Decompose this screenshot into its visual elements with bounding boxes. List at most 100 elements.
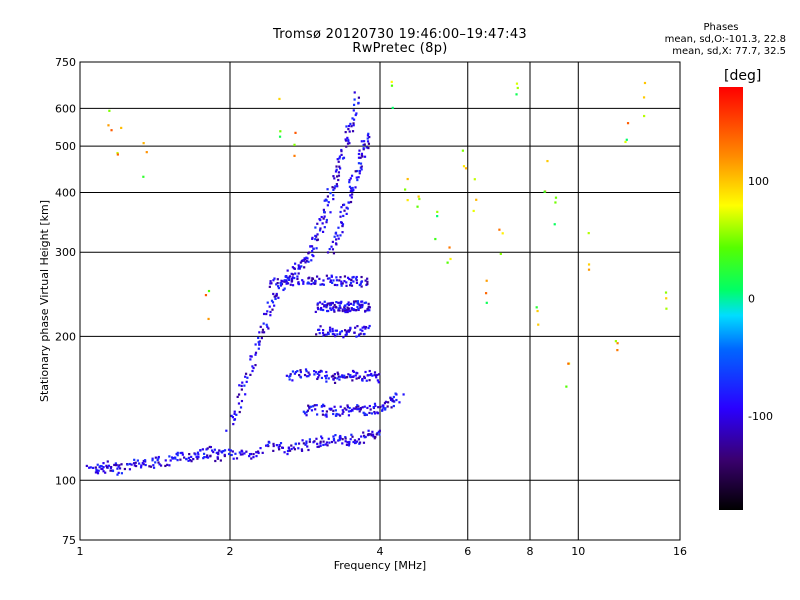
echo-point bbox=[340, 206, 343, 209]
echo-point bbox=[354, 326, 357, 329]
echo-point bbox=[434, 237, 437, 241]
echo-point bbox=[370, 433, 373, 436]
echo-point bbox=[339, 331, 342, 334]
echo-point bbox=[501, 232, 504, 235]
echo-point bbox=[355, 335, 358, 338]
echo-point bbox=[116, 473, 119, 476]
echo-point bbox=[322, 440, 325, 443]
echo-point bbox=[133, 464, 136, 467]
echo-point bbox=[360, 275, 363, 279]
echo-point bbox=[344, 440, 347, 443]
echo-point bbox=[347, 301, 350, 304]
echo-point bbox=[183, 456, 186, 459]
echo-point bbox=[128, 468, 132, 471]
echo-point bbox=[333, 405, 336, 408]
echo-point bbox=[97, 469, 100, 472]
echo-point bbox=[359, 406, 363, 410]
echo-point bbox=[294, 131, 297, 134]
echo-point bbox=[345, 206, 348, 209]
echo-point bbox=[333, 283, 337, 287]
echo-point bbox=[335, 414, 338, 417]
echo-point bbox=[377, 381, 380, 384]
echo-point bbox=[352, 300, 356, 303]
echo-point bbox=[315, 247, 318, 250]
echo-point bbox=[235, 413, 238, 416]
echo-point bbox=[297, 282, 300, 285]
echo-point bbox=[352, 124, 355, 127]
echo-point bbox=[293, 372, 297, 375]
echo-point bbox=[331, 248, 335, 251]
echo-point bbox=[339, 276, 342, 279]
echo-point bbox=[373, 371, 377, 374]
echo-point bbox=[358, 303, 361, 306]
echo-point bbox=[347, 329, 350, 332]
echo-point bbox=[333, 303, 336, 307]
echo-point bbox=[337, 301, 340, 304]
echo-point bbox=[358, 149, 361, 152]
echo-point bbox=[98, 466, 101, 469]
echo-point bbox=[348, 185, 352, 188]
echo-point bbox=[360, 165, 363, 168]
echo-point bbox=[624, 140, 627, 144]
echo-point bbox=[116, 467, 119, 470]
echo-point bbox=[275, 283, 278, 286]
echo-point bbox=[225, 429, 228, 432]
echo-point bbox=[291, 276, 294, 279]
echo-point bbox=[249, 358, 252, 361]
echo-point bbox=[329, 330, 332, 333]
echo-point bbox=[258, 343, 261, 346]
echo-point bbox=[341, 409, 344, 412]
echo-point bbox=[338, 414, 342, 417]
echo-point bbox=[142, 142, 145, 145]
echo-point bbox=[300, 449, 304, 452]
echo-point bbox=[449, 257, 452, 261]
y-tick-label: 600 bbox=[55, 102, 76, 115]
echo-point bbox=[303, 257, 306, 260]
echo-point bbox=[304, 443, 307, 446]
echo-point bbox=[386, 401, 390, 404]
echo-point bbox=[265, 323, 268, 326]
echo-point bbox=[318, 229, 322, 232]
echo-point bbox=[328, 302, 331, 305]
echo-point bbox=[222, 449, 225, 453]
echo-point bbox=[366, 277, 369, 280]
echo-point bbox=[354, 113, 357, 117]
echo-point bbox=[300, 265, 303, 268]
echo-point bbox=[348, 375, 352, 378]
echo-point bbox=[271, 301, 275, 304]
echo-point bbox=[251, 365, 254, 368]
echo-point bbox=[208, 445, 211, 449]
echo-point bbox=[272, 444, 275, 448]
echo-point bbox=[303, 266, 306, 269]
echo-point bbox=[343, 275, 347, 278]
echo-point bbox=[332, 175, 335, 178]
echo-point bbox=[344, 437, 347, 440]
echo-point bbox=[373, 412, 377, 415]
y-tick-label: 750 bbox=[55, 56, 76, 69]
echo-point bbox=[484, 292, 488, 295]
colorbar-tick-label: 0 bbox=[748, 293, 755, 306]
echo-point bbox=[136, 459, 139, 462]
echo-point bbox=[554, 196, 558, 199]
echo-point bbox=[345, 212, 348, 216]
echo-point bbox=[360, 300, 363, 303]
echo-point bbox=[339, 375, 343, 378]
echo-point bbox=[335, 279, 339, 282]
echo-point bbox=[343, 376, 346, 379]
echo-point bbox=[316, 302, 319, 305]
echo-point bbox=[364, 326, 368, 329]
echo-point bbox=[239, 406, 243, 409]
echo-point bbox=[341, 231, 344, 234]
echo-point bbox=[174, 457, 177, 460]
echo-point bbox=[337, 174, 341, 177]
echo-point bbox=[113, 463, 116, 467]
echo-point bbox=[111, 469, 115, 473]
echo-point bbox=[356, 325, 359, 328]
echo-point bbox=[392, 395, 395, 399]
echo-point bbox=[305, 442, 308, 445]
echo-point bbox=[322, 403, 325, 406]
echo-point bbox=[252, 366, 255, 370]
echo-point bbox=[587, 268, 591, 271]
echo-point bbox=[206, 454, 209, 457]
echo-point bbox=[353, 331, 356, 334]
